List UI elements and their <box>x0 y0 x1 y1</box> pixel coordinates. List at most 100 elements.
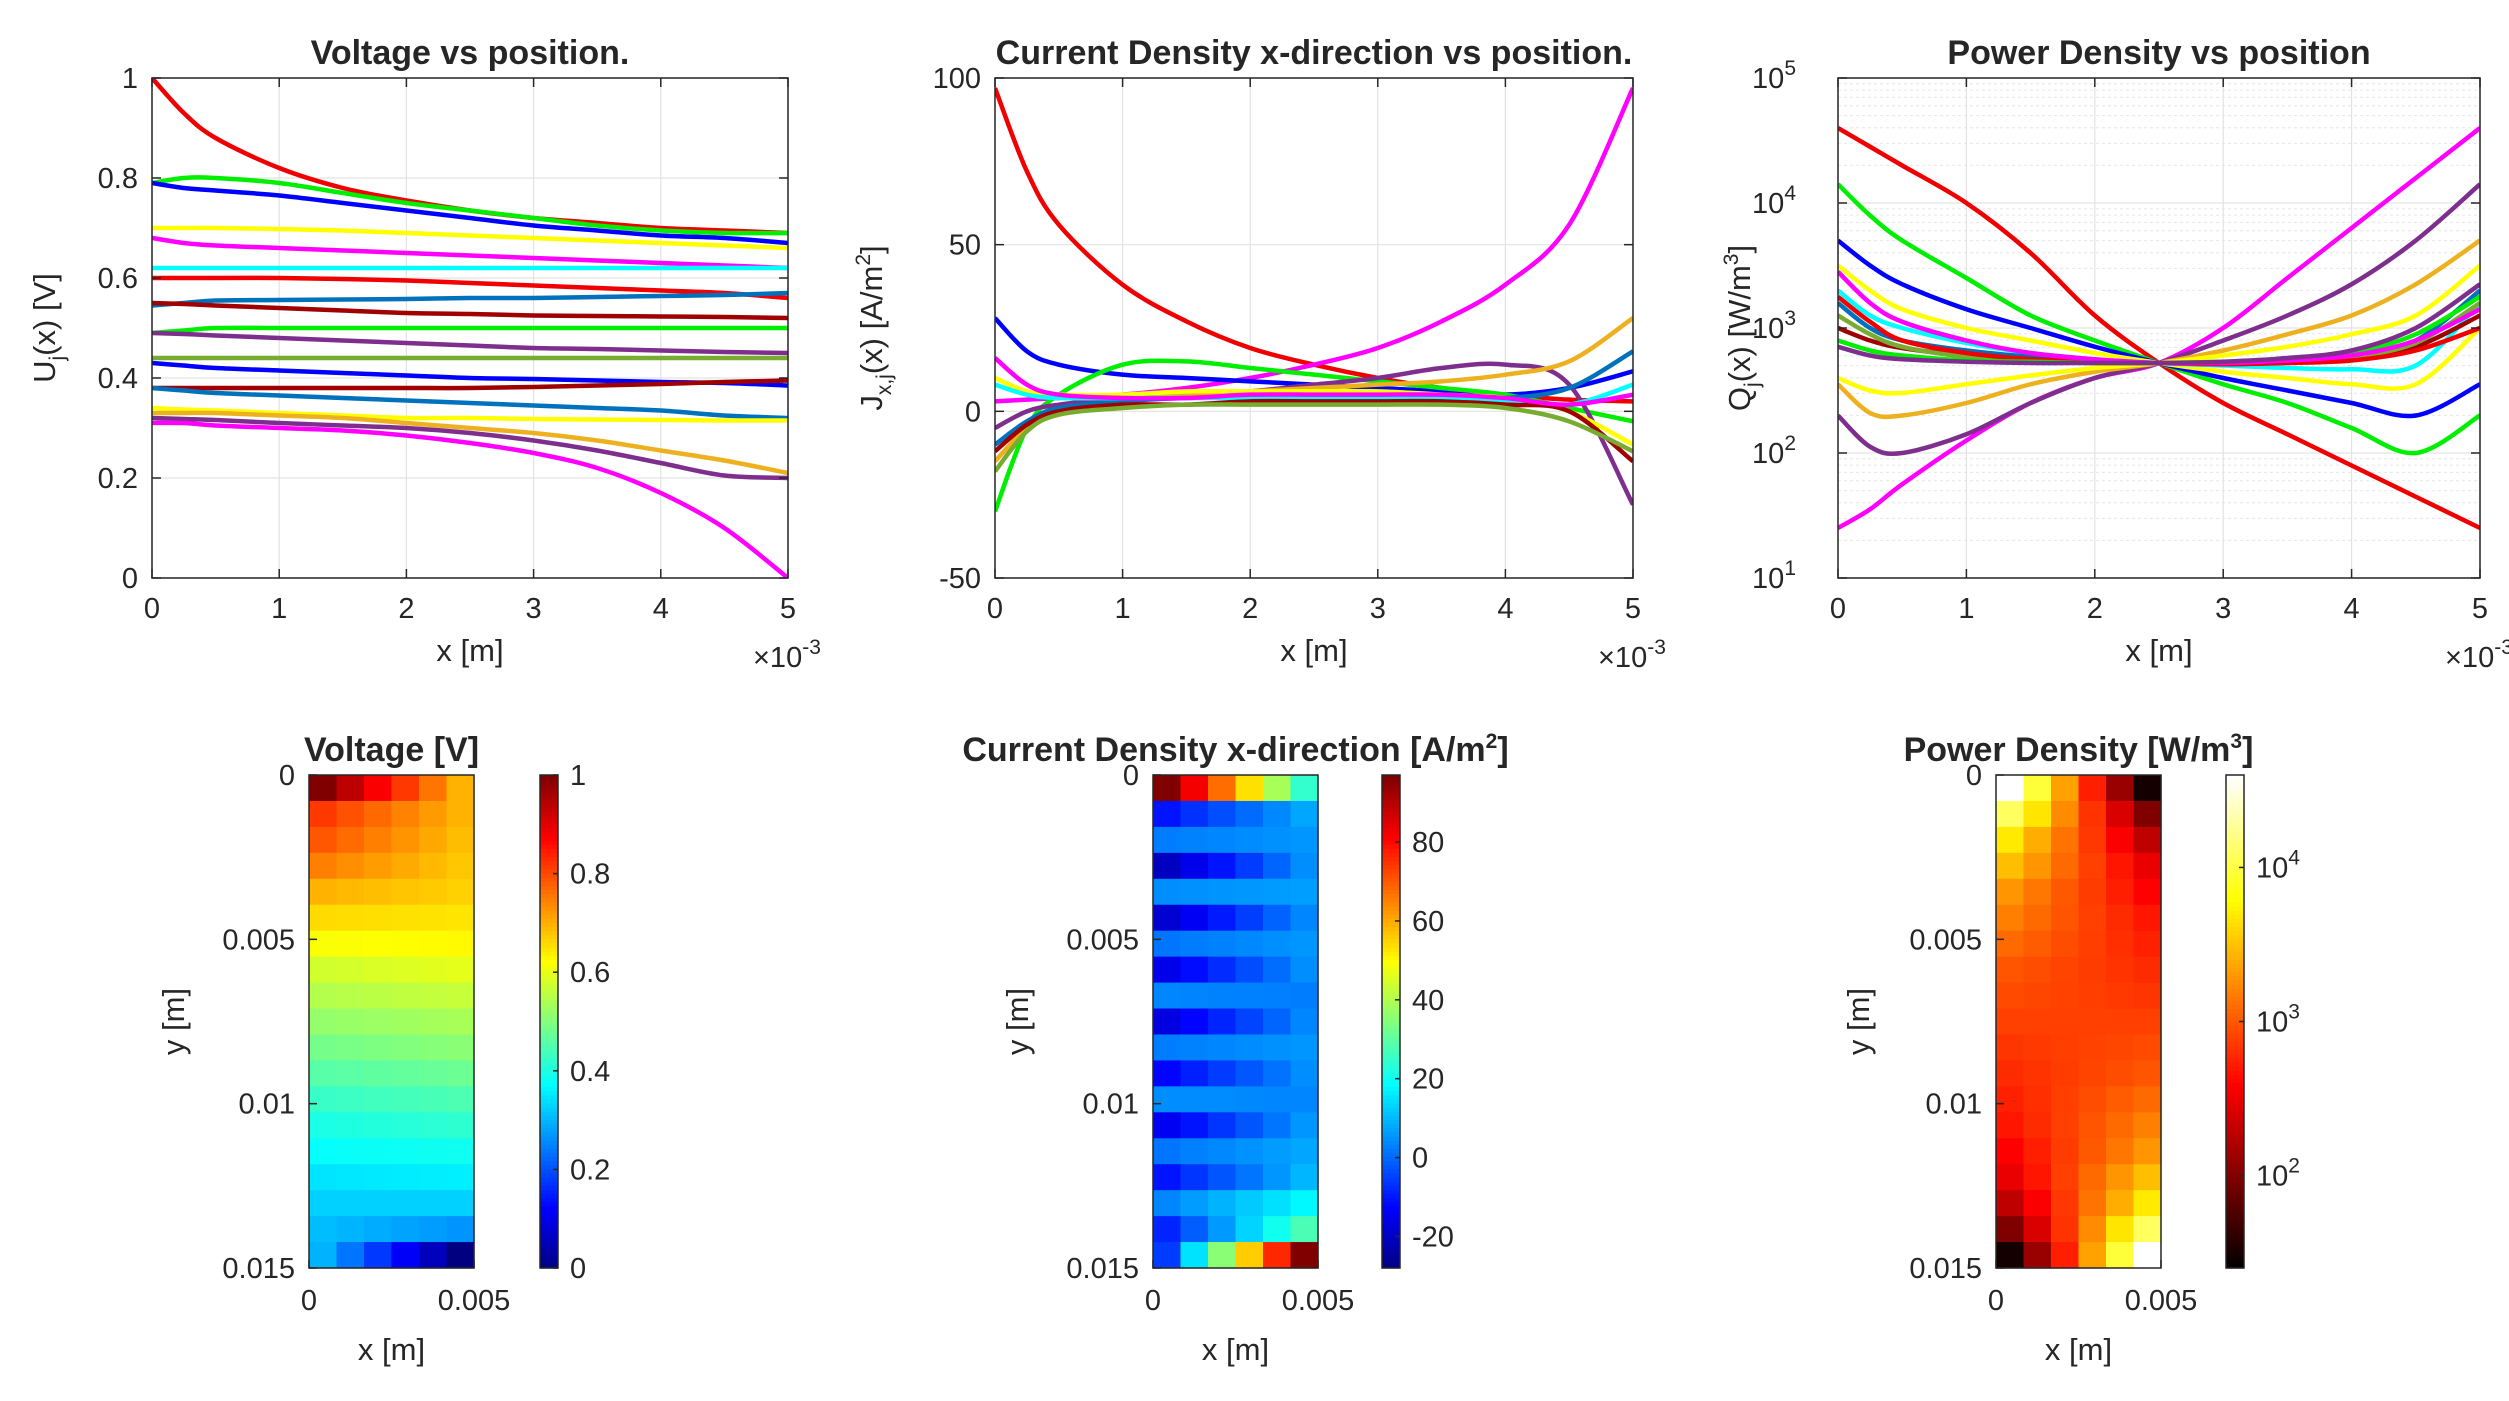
colorbar-segment <box>1382 1132 1400 1138</box>
colorbar-segment <box>2226 1243 2244 1249</box>
series-line-c3 <box>995 316 1633 397</box>
colorbar-segment <box>540 1083 558 1088</box>
colorbar-segment <box>1382 1231 1400 1236</box>
heat-cell <box>1153 982 1182 1010</box>
colorbar-segment <box>2226 803 2244 809</box>
y-axis-label-sup: 3 <box>1720 254 1743 266</box>
heat-cell <box>1180 878 1209 906</box>
x-tick-label: 5 <box>780 593 796 625</box>
colorbar-segment <box>540 972 558 977</box>
heat-cell <box>364 852 393 880</box>
colorbar-segment <box>540 1046 558 1051</box>
heat-cell <box>391 1242 420 1269</box>
y-axis-label: Jx,j(x) [A/m2] <box>852 245 896 410</box>
heat-cell <box>336 904 365 932</box>
colorbar-tick-exponent: 3 <box>2288 1001 2300 1024</box>
heat-cell <box>364 800 393 828</box>
colorbar-segment <box>1382 885 1400 891</box>
heat-cell <box>1180 1138 1209 1165</box>
heat-cell <box>1208 1008 1237 1036</box>
colorbar-segment <box>540 996 558 1002</box>
y-tick-label: 0.01 <box>1926 1089 1982 1121</box>
heat-cell <box>2133 852 2162 880</box>
heat-cell <box>1153 1164 1182 1191</box>
colorbar-segment <box>1382 1087 1400 1092</box>
heat-cell <box>419 930 448 958</box>
heat-cell <box>2078 1008 2107 1036</box>
heat-cell <box>2106 878 2135 906</box>
heat-cell <box>2078 1216 2107 1243</box>
heat-cell <box>364 775 393 802</box>
colorbar-segment <box>540 1058 558 1064</box>
heat-cell <box>1153 956 1182 984</box>
heat-cell <box>1180 800 1209 828</box>
colorbar-segment <box>1382 1152 1400 1158</box>
y-tick-label: 0.01 <box>239 1089 295 1121</box>
heat-cell <box>336 852 365 880</box>
heat-cell <box>2023 1008 2052 1036</box>
heat-cell <box>364 878 393 906</box>
heat-cell <box>1235 1008 1264 1036</box>
colorbar-segment <box>1382 988 1400 994</box>
heat-cell <box>2051 982 2080 1010</box>
heat-cell <box>1235 1086 1264 1113</box>
heat-cell <box>2078 775 2107 802</box>
colorbar-segment <box>540 980 558 986</box>
heat-cell <box>364 1216 393 1243</box>
y-tick-label: 0.01 <box>1083 1089 1139 1121</box>
heat-cell <box>1235 1112 1264 1139</box>
colorbar-segment <box>1382 783 1400 788</box>
heat-cell <box>1263 904 1292 932</box>
colorbar-segment <box>2226 1173 2244 1179</box>
heat-cell <box>1263 775 1292 802</box>
colorbar-segment <box>2226 1062 2244 1068</box>
colorbar-segment <box>540 881 558 887</box>
heat-cell <box>2078 878 2107 906</box>
colorbar-segment <box>2226 836 2244 842</box>
heat-cell <box>2023 904 2052 932</box>
colorbar-segment <box>540 947 558 953</box>
series-group <box>152 78 788 578</box>
colorbar-segment <box>2226 1231 2244 1236</box>
series-line-p16 <box>1838 282 2480 366</box>
heat-cell <box>446 826 475 854</box>
heat-cell <box>1290 930 1319 958</box>
colorbar-segment <box>540 832 558 838</box>
heat-cell <box>446 1216 475 1243</box>
heat-cell <box>2051 904 2080 932</box>
heat-cell <box>2106 1138 2135 1165</box>
heat-cell <box>1996 800 2025 828</box>
colorbar-segment <box>1382 1202 1400 1207</box>
colorbar-segment <box>2226 1181 2244 1187</box>
heat-cell <box>2078 852 2107 880</box>
heat-cell <box>1235 1190 1264 1217</box>
heat-cell <box>2051 1034 2080 1062</box>
heat-cell <box>1263 852 1292 880</box>
heat-cell <box>2023 1060 2052 1087</box>
colorbar-segment <box>540 1074 558 1080</box>
heat-cell <box>391 1086 420 1113</box>
colorbar-segment <box>2226 1083 2244 1088</box>
colorbar-segment <box>2226 1074 2244 1080</box>
colorbar-segment <box>540 910 558 916</box>
heat-cell <box>446 982 475 1010</box>
colorbar-segment <box>1382 1017 1400 1023</box>
series-line-s16 <box>152 405 788 423</box>
y-tick-label: 0.015 <box>222 1253 295 1285</box>
heat-cell <box>309 775 338 802</box>
colorbar-segment <box>1382 1173 1400 1179</box>
heat-cell <box>419 775 448 802</box>
colorbar-segment <box>1382 922 1400 928</box>
axes-box <box>308 774 475 1269</box>
x-tick-label: 4 <box>653 593 669 625</box>
heat-cell <box>446 1164 475 1191</box>
heat-cell <box>1290 775 1319 802</box>
colorbar-segment <box>540 894 558 899</box>
colorbar-segment <box>2226 1144 2244 1150</box>
heat-cell <box>2078 982 2107 1010</box>
colorbar-segment <box>2226 894 2244 899</box>
heat-cell <box>446 1190 475 1217</box>
heat-cell <box>1290 1190 1319 1217</box>
y-tick-label: 0 <box>1966 760 1982 792</box>
